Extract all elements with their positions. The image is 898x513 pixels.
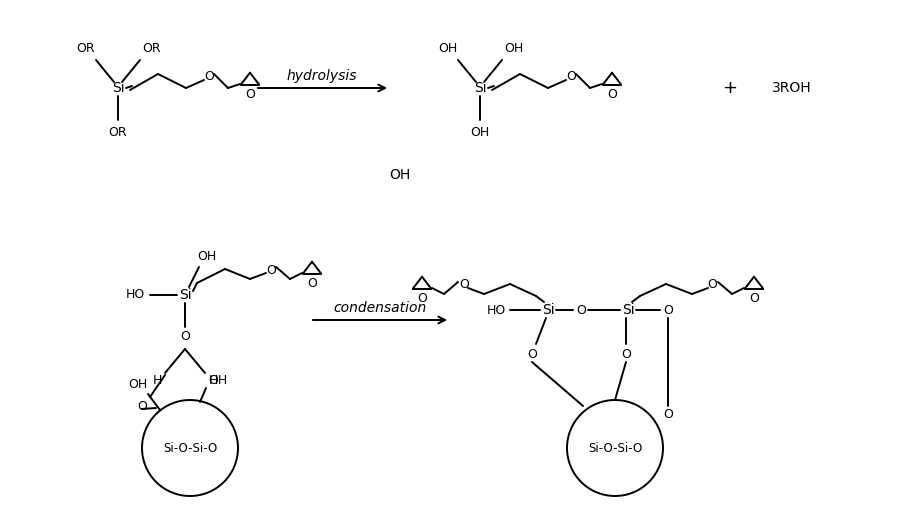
Text: Si: Si [473, 81, 487, 95]
Text: O: O [607, 88, 617, 101]
Text: OH: OH [390, 168, 410, 182]
Text: O: O [137, 401, 147, 413]
Text: O: O [663, 304, 673, 317]
Text: +: + [723, 79, 737, 97]
Text: O: O [459, 278, 469, 290]
Text: OH: OH [128, 378, 147, 390]
Text: O: O [204, 70, 214, 84]
Text: O: O [307, 277, 317, 290]
Text: OH: OH [438, 42, 458, 54]
Text: O: O [527, 347, 537, 361]
Text: hydrolysis: hydrolysis [286, 69, 357, 83]
Text: OR: OR [76, 42, 95, 54]
Text: OH: OH [505, 42, 524, 54]
Text: HO: HO [126, 288, 145, 302]
Text: O: O [180, 330, 190, 344]
Text: OR: OR [143, 42, 162, 54]
Text: O: O [266, 264, 276, 277]
Text: O: O [663, 407, 673, 421]
Text: OH: OH [208, 373, 227, 386]
Text: O: O [621, 347, 631, 361]
Text: O: O [245, 88, 255, 101]
Text: 3ROH: 3ROH [772, 81, 812, 95]
Text: H: H [208, 374, 217, 387]
Text: OH: OH [471, 126, 489, 139]
Text: O: O [566, 70, 576, 84]
Text: Si-O-Si-O: Si-O-Si-O [163, 442, 217, 455]
Text: O: O [417, 292, 427, 305]
Text: OH: OH [198, 250, 216, 264]
Text: Si: Si [111, 81, 124, 95]
Text: O: O [749, 292, 759, 305]
Text: HO: HO [487, 304, 506, 317]
Text: Si: Si [179, 288, 191, 302]
Text: Si: Si [621, 303, 634, 317]
Text: H: H [153, 374, 162, 387]
Text: Si-O-Si-O: Si-O-Si-O [588, 442, 642, 455]
Text: O: O [576, 304, 585, 317]
Text: OR: OR [109, 126, 128, 139]
Text: condensation: condensation [333, 301, 427, 315]
Text: O: O [707, 278, 717, 290]
Text: Si: Si [541, 303, 554, 317]
